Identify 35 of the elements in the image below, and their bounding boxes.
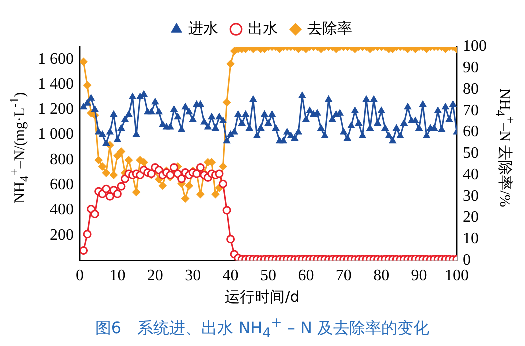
x-tick-label: 20 xyxy=(147,268,164,285)
x-tick-label: 70 xyxy=(336,268,352,285)
y2-tick-label: 70 xyxy=(463,102,479,120)
x-tick-label: 90 xyxy=(411,268,428,285)
y2-tick-label: 60 xyxy=(463,124,479,141)
y-tick-label: 600 xyxy=(50,176,74,194)
x-tick-label: 50 xyxy=(260,268,276,285)
x-tick-label: 40 xyxy=(222,268,239,285)
y2-tick-label: 0 xyxy=(463,252,471,270)
legend-label: 出水 xyxy=(248,19,278,38)
x-tick-label: 30 xyxy=(185,268,202,285)
y2-tick-label: 30 xyxy=(463,188,479,205)
y2-tick-label: 20 xyxy=(463,209,479,226)
y2-tick-label: 80 xyxy=(463,80,479,98)
y-tick-label: 1 600 xyxy=(38,50,74,68)
y2-tick-label: 90 xyxy=(463,60,479,77)
y-tick-label: 1 200 xyxy=(38,101,74,118)
x-tick-label: 60 xyxy=(298,268,314,285)
y2-tick-label: 40 xyxy=(463,166,479,184)
y-tick-label: 400 xyxy=(50,202,74,219)
y-tick-label: 1 400 xyxy=(38,76,74,93)
legend-label: 进水 xyxy=(188,19,218,38)
y2-tick-label: 100 xyxy=(463,38,487,56)
x-tick-label: 80 xyxy=(374,268,390,285)
x-tick-label: 100 xyxy=(445,268,469,285)
y2-tick-label: 10 xyxy=(463,230,479,248)
y-tick-label: 1 000 xyxy=(38,126,74,144)
x-tick-label: 0 xyxy=(76,268,84,285)
x-axis-title: 运行时间/d xyxy=(224,288,301,307)
legend-label: 去除率 xyxy=(307,19,352,38)
caption: 图6 系统进、出水 NH$_{4}$$^{+}$ – N 及去除率的变化 xyxy=(94,316,431,342)
y-tick-label: 200 xyxy=(50,226,74,244)
y2-tick-label: 50 xyxy=(463,145,479,162)
x-tick-label: 10 xyxy=(110,268,126,285)
y-tick-label: 800 xyxy=(50,151,74,168)
